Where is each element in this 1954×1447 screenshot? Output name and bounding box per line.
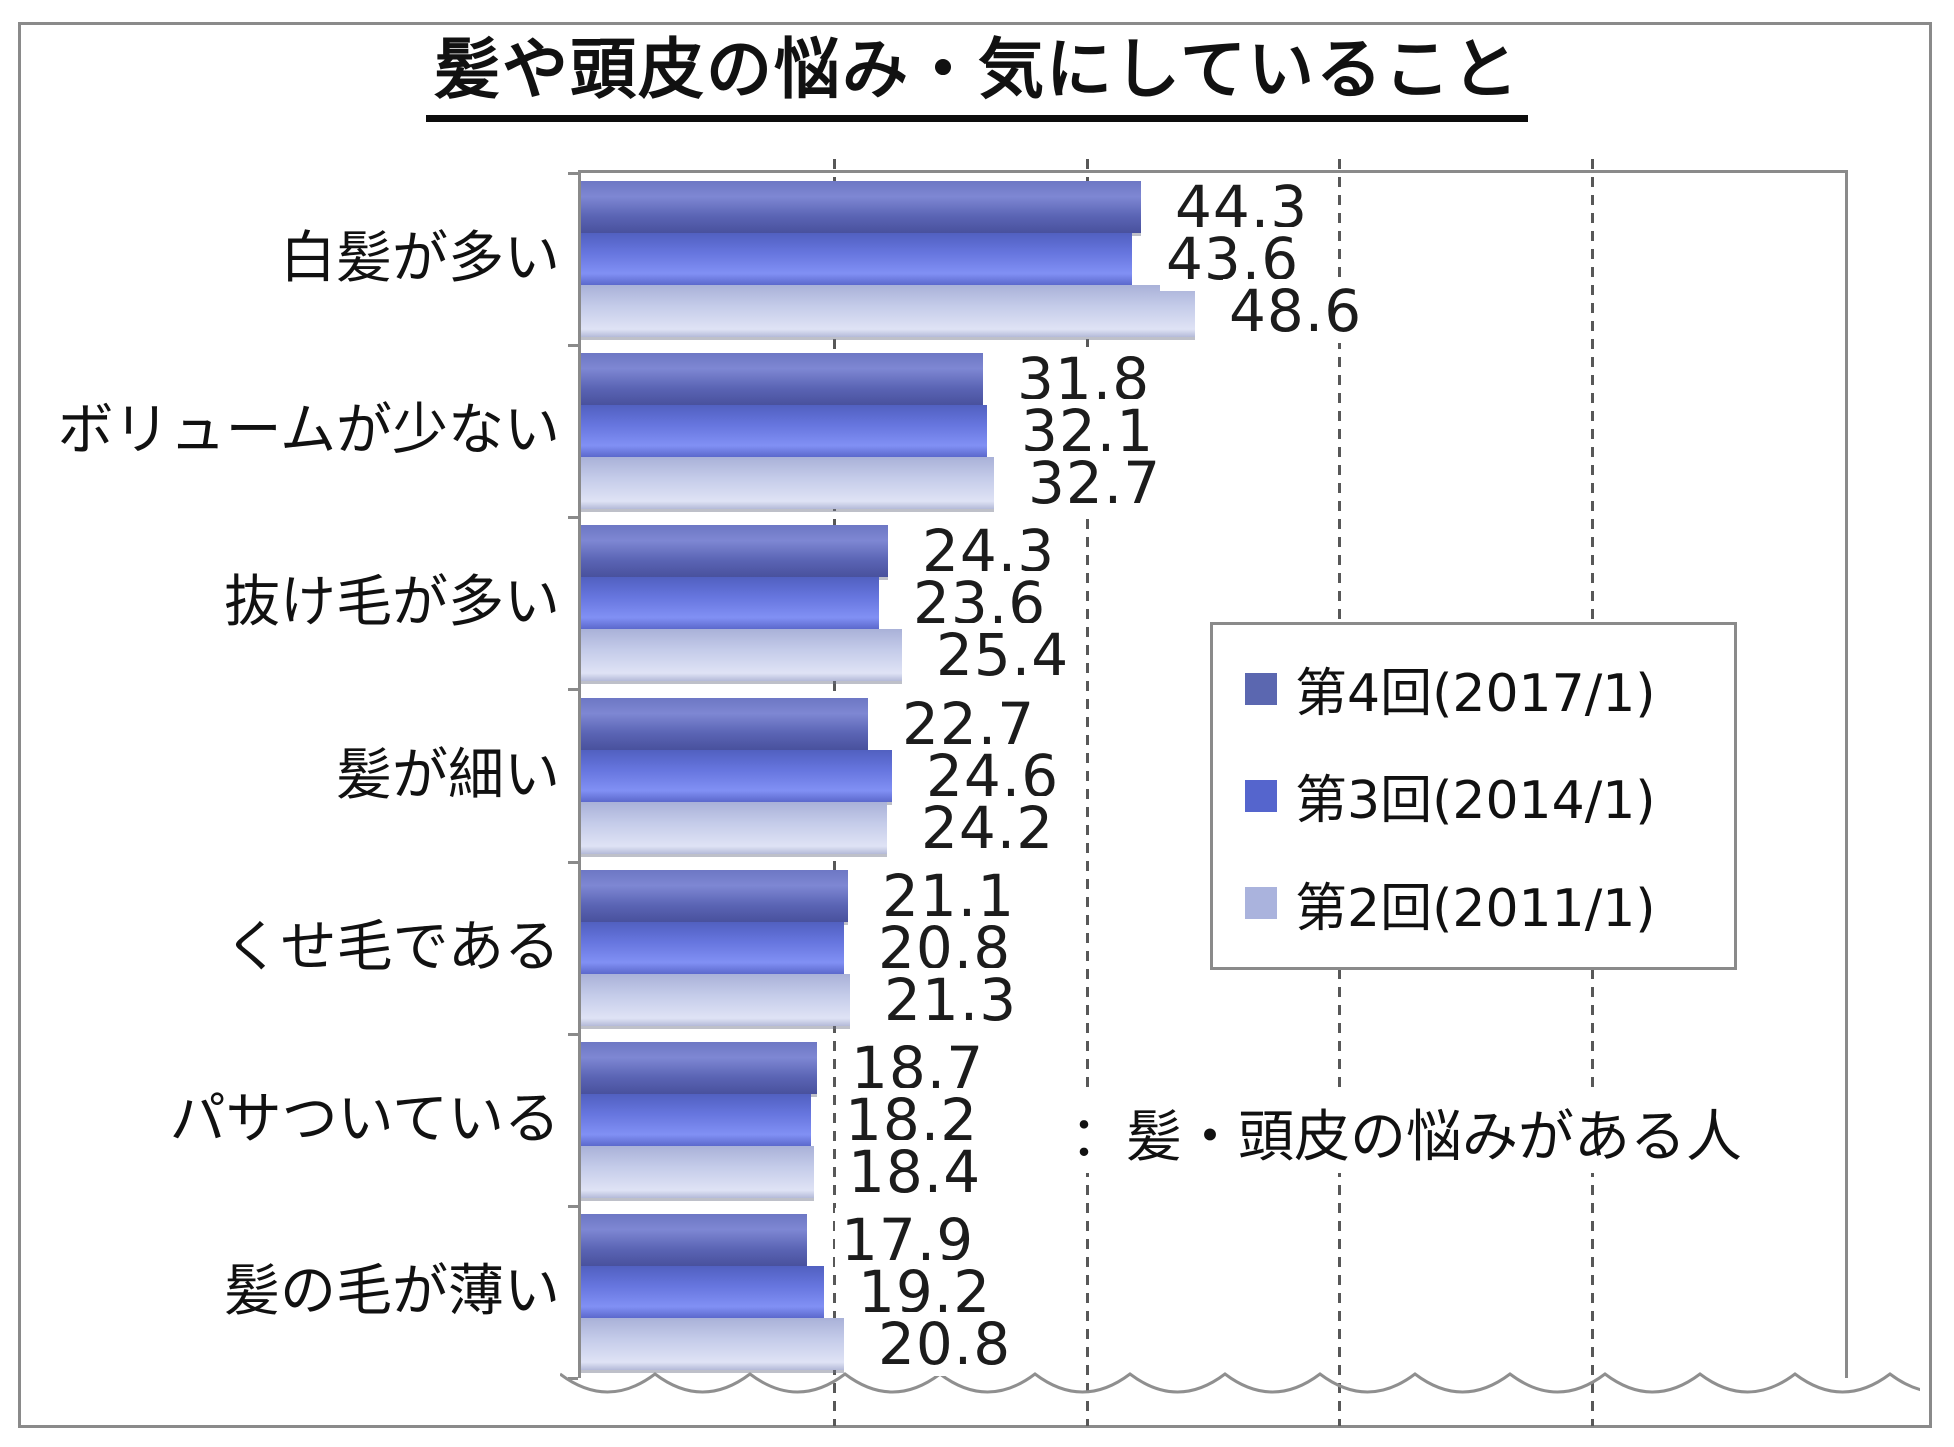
- bar-value-label: 20.8: [872, 1311, 1018, 1376]
- bar-value-label: 18.4: [842, 1139, 988, 1204]
- bar: [581, 629, 902, 682]
- chart-title: 髪や頭皮の悩み・気にしていること: [0, 33, 1954, 122]
- category-label: 抜け毛が多い: [224, 570, 560, 636]
- axis-tick: [568, 1032, 578, 1036]
- axis-tick: [568, 516, 578, 520]
- bar-value-label: 24.2: [915, 795, 1061, 860]
- bar-value-label: 21.3: [878, 967, 1024, 1032]
- torn-edge-wave: [560, 1372, 1920, 1394]
- bar: [581, 1265, 824, 1318]
- legend-item-label: 第3回(2014/1): [1295, 771, 1656, 832]
- bar-value-label: 25.4: [930, 623, 1076, 688]
- bar: [581, 749, 892, 802]
- category-label: 白髪が多い: [280, 226, 560, 292]
- bar: [581, 973, 850, 1026]
- gridline: [1085, 159, 1089, 1426]
- bar: [581, 1041, 817, 1094]
- bar: [581, 457, 994, 510]
- legend-swatch-icon: [1245, 779, 1277, 812]
- bar: [581, 233, 1132, 286]
- bar: [581, 577, 879, 630]
- bar: [581, 1213, 807, 1266]
- bar: [581, 525, 888, 578]
- axis-tick: [568, 344, 578, 348]
- bar: [581, 801, 887, 854]
- category-label: パサついている: [169, 1086, 560, 1152]
- bar: [581, 697, 868, 750]
- bar: [581, 1317, 844, 1370]
- legend-item-label: 第2回(2011/1): [1295, 878, 1656, 939]
- bar: [581, 921, 844, 974]
- bar: [581, 869, 848, 922]
- legend: 第4回(2017/1) 第3回(2014/1) 第2回(2011/1): [1210, 622, 1737, 970]
- axis-tick: [568, 172, 578, 175]
- category-label: ボリュームが少ない: [57, 398, 560, 464]
- bar: [581, 285, 1195, 338]
- wave-path: [560, 1372, 1920, 1394]
- legend-swatch-icon: [1245, 887, 1277, 920]
- legend-item: 第3回(2014/1): [1245, 758, 1734, 833]
- axis-tick: [568, 1377, 578, 1380]
- axis-tick: [568, 688, 578, 692]
- category-label: 髪が細い: [336, 742, 560, 808]
- bar: [581, 353, 983, 406]
- axis-tick: [568, 860, 578, 864]
- bar: [581, 405, 987, 458]
- legend-item-label: 第4回(2017/1): [1295, 664, 1656, 725]
- bar: [581, 1145, 814, 1198]
- legend-item: 第4回(2017/1): [1245, 651, 1734, 726]
- bar-value-label: 32.7: [1022, 451, 1168, 516]
- legend-note: ：髪・頭皮の悩みがある人: [1066, 1092, 1746, 1173]
- category-label: くせ毛である: [224, 914, 560, 980]
- legend-item: 第2回(2011/1): [1245, 866, 1734, 941]
- bar: [581, 1093, 811, 1146]
- bar-value-label: 48.6: [1223, 279, 1369, 344]
- bar: [581, 181, 1141, 234]
- legend-swatch-icon: [1245, 672, 1277, 705]
- category-label: 髪の毛が薄い: [224, 1258, 560, 1324]
- axis-tick: [568, 1204, 578, 1208]
- chart-title-text: 髪や頭皮の悩み・気にしていること: [425, 33, 1529, 122]
